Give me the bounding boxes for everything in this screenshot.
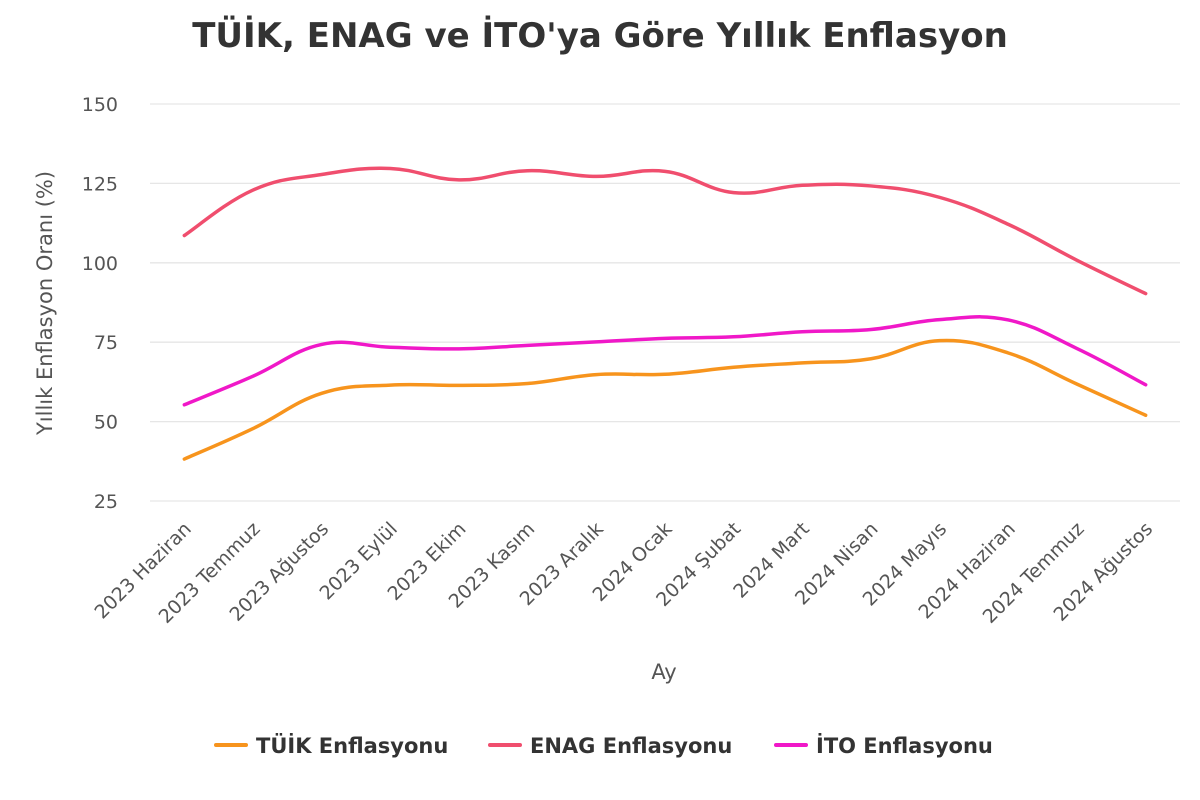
x-axis-title: Ay <box>651 660 676 684</box>
legend-item[interactable]: ENAG Enflasyonu <box>488 734 732 758</box>
series-line-2 <box>182 166 1148 296</box>
y-tick-label: 150 <box>82 94 118 116</box>
y-tick-label: 25 <box>94 491 118 513</box>
y-axis-title: Yıllık Enflasyon Oranı (%) <box>33 171 57 436</box>
series-lines <box>182 166 1148 461</box>
legend-item[interactable]: İTO Enflasyonu <box>774 733 993 758</box>
legend-label: İTO Enflasyonu <box>816 733 993 758</box>
y-tick-label: 125 <box>82 173 118 195</box>
chart-title: TÜİK, ENAG ve İTO'ya Göre Yıllık Enflasy… <box>192 15 1008 56</box>
series-line-1 <box>182 338 1148 461</box>
series-line-3 <box>182 315 1148 407</box>
y-axis-ticks: 25 50 75 100 125 150 <box>82 94 118 513</box>
legend-label: ENAG Enflasyonu <box>530 734 732 758</box>
legend-item[interactable]: TÜİK Enflasyonu <box>214 733 448 758</box>
y-tick-label: 50 <box>94 412 118 434</box>
y-tick-label: 100 <box>82 253 118 275</box>
grid-lines <box>150 103 1180 502</box>
y-tick-label: 75 <box>94 332 118 354</box>
legend-label: TÜİK Enflasyonu <box>256 733 448 758</box>
legend: TÜİK Enflasyonu ENAG Enflasyonu İTO Enflas… <box>214 733 993 758</box>
